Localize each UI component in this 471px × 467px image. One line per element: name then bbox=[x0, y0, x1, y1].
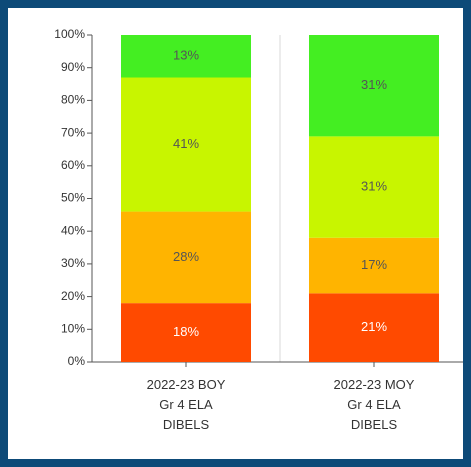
y-tick-label: 30% bbox=[61, 256, 85, 270]
data-label: 28% bbox=[173, 249, 199, 264]
bar-segment bbox=[121, 77, 251, 212]
x-tick-label: 2022-23 BOY Gr 4 ELA DIBELS bbox=[147, 377, 226, 432]
y-tick-label: 80% bbox=[61, 93, 85, 107]
y-tick-label: 70% bbox=[61, 125, 85, 139]
data-label: 31% bbox=[361, 178, 387, 193]
data-label: 31% bbox=[361, 77, 387, 92]
bar-segment bbox=[309, 237, 439, 294]
data-label: 18% bbox=[173, 324, 199, 339]
bar-segment bbox=[121, 35, 251, 78]
data-label: 21% bbox=[361, 319, 387, 334]
data-label: 13% bbox=[173, 48, 199, 63]
y-tick-label: 50% bbox=[61, 191, 85, 205]
data-label: 41% bbox=[173, 136, 199, 151]
y-tick-label: 20% bbox=[61, 289, 85, 303]
y-tick-label: 10% bbox=[61, 321, 85, 335]
bar-segment bbox=[121, 211, 251, 304]
bar-segment bbox=[121, 303, 251, 362]
y-tick-label: 90% bbox=[61, 60, 85, 74]
y-tick-label: 40% bbox=[61, 223, 85, 237]
x-tick-label: 2022-23 MOY Gr 4 ELA DIBELS bbox=[334, 377, 415, 432]
bar-segment bbox=[309, 136, 439, 238]
data-label: 17% bbox=[361, 257, 387, 272]
bar-segment bbox=[309, 35, 439, 137]
y-tick-label: 0% bbox=[68, 354, 86, 368]
y-tick-label: 60% bbox=[61, 158, 85, 172]
bar-segment bbox=[309, 293, 439, 362]
y-tick-label: 100% bbox=[54, 27, 85, 41]
